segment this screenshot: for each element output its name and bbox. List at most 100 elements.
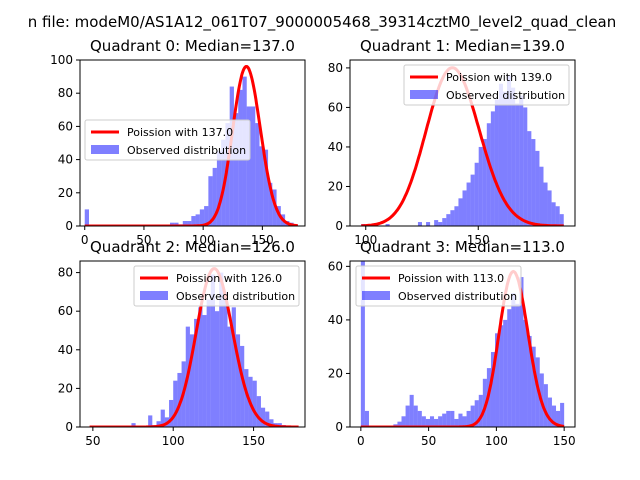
- observed-bar: [523, 319, 528, 427]
- legend-observed-swatch: [91, 145, 119, 154]
- legend-poisson-label: Poission with 126.0: [176, 272, 282, 285]
- x-tick-label: 150: [467, 233, 490, 247]
- legend: Poission with 137.0 Observed distribution: [84, 119, 251, 161]
- legend-observed-swatch: [140, 291, 168, 300]
- observed-bar: [462, 190, 467, 226]
- observed-bar: [490, 352, 496, 427]
- observed-bar: [543, 384, 548, 427]
- y-tick-label: 20: [58, 186, 73, 200]
- observed-bar: [458, 413, 463, 427]
- observed-bar: [446, 214, 451, 226]
- observed-bar: [199, 209, 205, 226]
- observed-bar: [547, 190, 552, 226]
- observed-bar: [519, 95, 524, 226]
- x-tick-label: 100: [162, 434, 185, 448]
- observed-bar: [156, 421, 161, 427]
- observed-bar: [438, 222, 443, 226]
- observed-bar: [478, 394, 483, 427]
- observed-bar: [255, 123, 260, 226]
- observed-bar: [498, 83, 503, 226]
- x-tick-label: 150: [242, 434, 265, 448]
- observed-bar: [454, 418, 459, 427]
- observed-bar: [474, 162, 479, 226]
- observed-bar: [210, 274, 215, 427]
- y-tick-label: 40: [328, 313, 343, 327]
- observed-bar: [474, 400, 479, 427]
- observed-bar: [495, 333, 500, 427]
- axes-frame: [349, 59, 576, 227]
- x-tick-label: 100: [354, 233, 377, 247]
- quadrant-3-plot: 0 50 100 150 0 20 40 60 Quadrant 3: Median=113.0…: [328, 238, 576, 448]
- observed-bar: [421, 416, 426, 427]
- axes-frame: [349, 260, 576, 428]
- legend-box: [355, 265, 522, 307]
- observed-bar: [182, 221, 188, 226]
- observed-bar: [212, 167, 217, 226]
- quadrant-title: Quadrant 1: Median=139.0: [360, 37, 565, 55]
- legend-poisson-label: Poission with 137.0: [127, 126, 233, 139]
- observed-bar: [216, 151, 222, 226]
- observed-bar: [555, 206, 560, 226]
- observed-bar: [426, 222, 431, 226]
- observed-bar: [208, 176, 213, 226]
- observed-bar: [442, 413, 447, 427]
- quadrant-title: Quadrant 3: Median=113.0: [360, 238, 565, 256]
- figure-suptitle: n file: modeM0/AS1A12_061T07_9000005468_…: [28, 13, 617, 32]
- observed-bar: [503, 91, 508, 226]
- observed-bar: [170, 222, 175, 226]
- observed-bar: [251, 106, 256, 226]
- observed-bar: [148, 415, 153, 427]
- quadrant-2-plot: 50 100 150 0 20 40 60 80 Quadrant 2: Median=126.…: [58, 238, 306, 448]
- legend: Poission with 113.0 Observed distribution: [355, 265, 522, 307]
- quadrant-0-plot: 0 50 100 150 0 20 40 60 80 100 Quadrant 0: Median=…: [50, 37, 306, 247]
- observed-bar: [405, 405, 410, 427]
- observed-bar: [543, 182, 548, 226]
- observed-bar: [466, 410, 471, 427]
- observed-bar: [360, 261, 365, 427]
- observed-bar: [409, 394, 414, 427]
- observed-bar: [560, 402, 565, 427]
- legend-observed-label: Observed distribution: [446, 89, 565, 102]
- y-tick-label: 60: [58, 119, 73, 133]
- observed-bar: [503, 319, 508, 427]
- observed-bar: [429, 416, 435, 427]
- observed-bar: [507, 75, 512, 226]
- observed-bar: [482, 139, 487, 226]
- observed-bar: [227, 326, 232, 427]
- observed-bar: [259, 146, 264, 226]
- observed-bar: [434, 220, 439, 226]
- observed-bar: [417, 222, 422, 226]
- observed-bar: [527, 335, 532, 427]
- observed-bar: [263, 149, 269, 226]
- observed-bar: [551, 405, 557, 427]
- legend-observed-label: Observed distribution: [127, 144, 246, 157]
- observed-bar: [531, 346, 536, 427]
- observed-bar: [494, 99, 499, 226]
- observed-bar: [397, 421, 402, 427]
- observed-bar: [454, 206, 459, 226]
- observed-bar: [519, 277, 524, 427]
- observed-bar: [442, 218, 447, 226]
- observed-bar: [385, 224, 390, 226]
- observed-bar: [260, 407, 266, 427]
- y-tick-label: 40: [328, 140, 343, 154]
- x-tick-label: 0: [357, 434, 365, 448]
- observed-bar: [215, 311, 220, 427]
- quadrant-title: Quadrant 2: Median=126.0: [90, 238, 295, 256]
- observed-bar: [535, 150, 540, 226]
- y-tick-label: 20: [58, 381, 73, 395]
- quadrant-title: Quadrant 0: Median=137.0: [90, 37, 295, 55]
- legend-box: [84, 119, 251, 161]
- legend-poisson-label: Poission with 139.0: [446, 71, 552, 84]
- observed-bar: [269, 419, 274, 427]
- poisson-curve: [84, 64, 298, 226]
- y-tick-label: 80: [328, 61, 343, 75]
- legend-observed-swatch: [410, 90, 438, 99]
- observed-bar: [450, 210, 455, 226]
- y-tick-label: 80: [58, 86, 73, 100]
- observed-bar: [458, 198, 463, 226]
- quadrant-1-plot: 100 150 0 20 40 60 80 Quadrant 1: Median=139.0 P…: [328, 37, 576, 247]
- observed-bar: [486, 123, 491, 226]
- observed-bars: [361, 75, 564, 226]
